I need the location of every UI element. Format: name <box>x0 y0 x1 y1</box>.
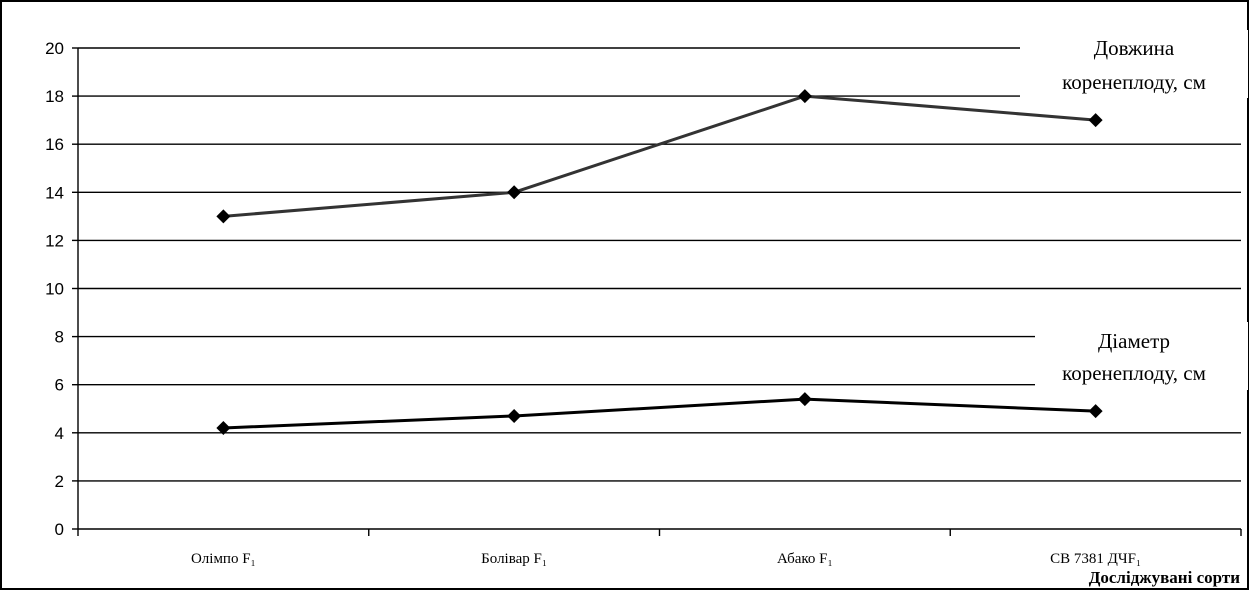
series-1-point-1 <box>507 408 522 423</box>
gridlines <box>78 47 1241 482</box>
series-label-1-line-2: коренеплоду, см <box>1062 361 1206 385</box>
x-tick-label-0: Олімпо F₁ <box>191 551 256 567</box>
y-tick-label-14: 14 <box>45 183 64 202</box>
series-label-bg-1 <box>1035 322 1248 390</box>
x-tick-label-2: Абако F₁ <box>777 551 833 567</box>
y-tick-label-12: 12 <box>45 231 64 250</box>
y-tick-label-16: 16 <box>45 135 64 154</box>
series-0-point-2 <box>797 89 812 104</box>
y-tick-label-8: 8 <box>55 328 64 347</box>
series-0-point-3 <box>1088 113 1103 128</box>
series-1-point-0 <box>216 420 231 435</box>
series-label-1-line-1: Діаметр <box>1098 329 1170 353</box>
series-label-0-line-2: коренеплоду, см <box>1062 70 1206 94</box>
y-tick-label-2: 2 <box>55 472 64 491</box>
series-labels: Довжина коренеплоду, см Діаметр коренеплоду… <box>1020 30 1248 390</box>
x-tick-label-1: Болівар F₁ <box>481 551 547 567</box>
y-tick-label-4: 4 <box>55 424 64 443</box>
y-tick-label-20: 20 <box>45 39 64 58</box>
series-label-0-line-1: Довжина <box>1094 36 1175 60</box>
series-1-point-3 <box>1088 404 1103 419</box>
series-line-1 <box>223 397 1096 430</box>
series-0-point-0 <box>216 209 231 224</box>
series-line-0 <box>223 94 1096 218</box>
y-axis-ticks: 0 2 4 6 8 10 12 14 16 18 20 <box>45 39 64 539</box>
y-tick-label-10: 10 <box>45 280 64 299</box>
series-group <box>216 89 1103 435</box>
axes <box>72 47 1242 536</box>
x-tick-label-3: СВ 7381 ДЧF₁ <box>1050 551 1141 567</box>
x-axis-ticks: Олімпо F₁ Болівар F₁ Абако F₁ СВ 7381 ДЧF₁ <box>191 551 1141 567</box>
y-tick-label-0: 0 <box>55 520 64 539</box>
x-axis-label: Досліджувані сорти <box>1089 568 1241 587</box>
y-tick-label-18: 18 <box>45 87 64 106</box>
series-0-point-1 <box>507 185 522 200</box>
series-1-point-2 <box>797 392 812 407</box>
series-label-bg-0 <box>1020 30 1248 98</box>
y-tick-label-6: 6 <box>55 376 64 395</box>
